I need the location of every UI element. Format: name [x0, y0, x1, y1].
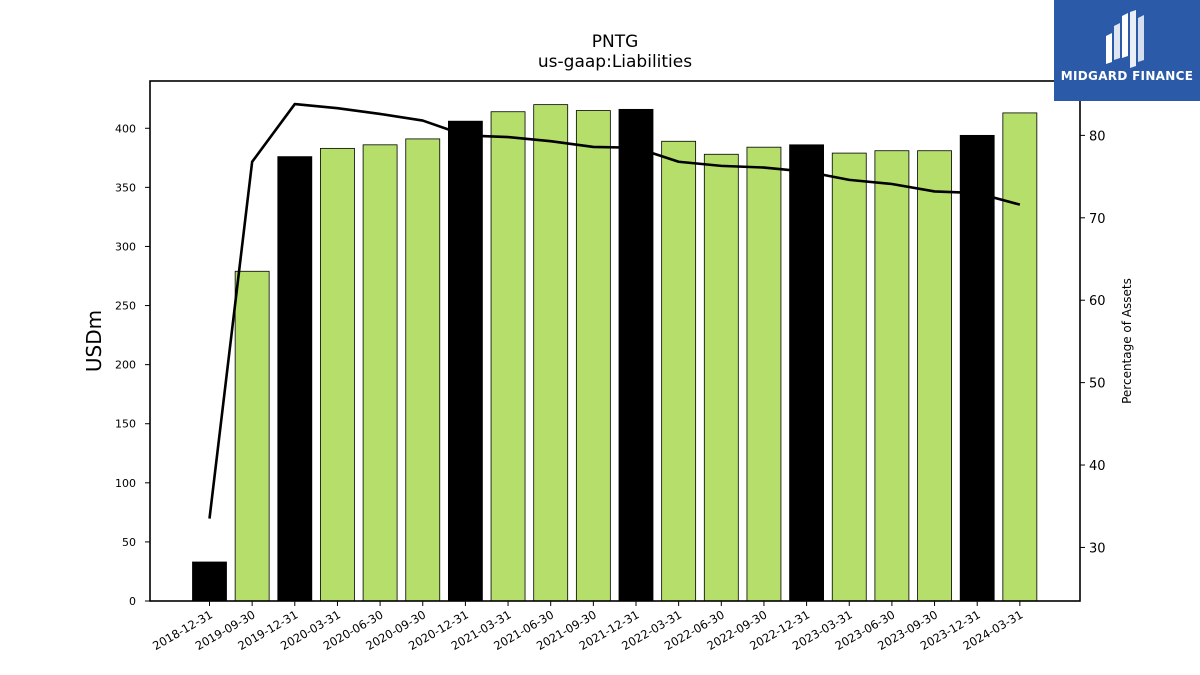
bar [618, 108, 654, 602]
chart-subtitle: us-gaap:Liabilities [537, 52, 693, 72]
midgard-finance-logo: MIDGARD FINANCE [1054, 0, 1200, 101]
plot-frame [149, 80, 1081, 602]
y2-axis-label: Percentage of Assets [1120, 278, 1134, 404]
bar [490, 111, 526, 602]
y2-tick-label: 50 [1089, 377, 1106, 392]
y2-tick-label: 30 [1089, 541, 1106, 556]
y2-tick-label: 60 [1089, 294, 1106, 309]
bar [959, 134, 995, 602]
chart-title: PNTG [591, 32, 639, 52]
bar [703, 153, 739, 602]
bar [277, 156, 313, 602]
bar [874, 150, 910, 602]
y-tick-label: 0 [129, 595, 136, 608]
y-tick-label: 400 [115, 122, 136, 135]
y-tick-label: 250 [115, 300, 136, 313]
bar [234, 270, 270, 602]
y-tick-label: 150 [115, 418, 136, 431]
bar [575, 110, 611, 602]
midgard-mark-icon [1106, 10, 1144, 68]
brand-name: MIDGARD FINANCE [1060, 69, 1194, 83]
y-tick-label: 200 [115, 359, 136, 372]
bar [661, 140, 697, 602]
bar [533, 104, 569, 602]
y2-tick-label: 70 [1089, 212, 1106, 227]
y-axis-label: USDm [82, 310, 106, 372]
bar [1002, 112, 1038, 602]
y-tick-label: 300 [115, 240, 136, 253]
bar [405, 138, 441, 602]
bar [917, 150, 952, 602]
bar [362, 144, 398, 602]
y-tick-label: 350 [115, 181, 136, 194]
y-tick-label: 100 [115, 477, 136, 490]
bar [320, 147, 355, 602]
y2-tick-label: 40 [1089, 459, 1106, 474]
y2-tick-label: 80 [1089, 129, 1106, 144]
y-tick-label: 50 [122, 536, 136, 549]
percentage-of-assets-line [208, 102, 1021, 519]
bar [192, 561, 227, 602]
bar [447, 120, 483, 602]
bar [831, 152, 867, 602]
bar [789, 144, 824, 602]
bar [746, 146, 782, 602]
